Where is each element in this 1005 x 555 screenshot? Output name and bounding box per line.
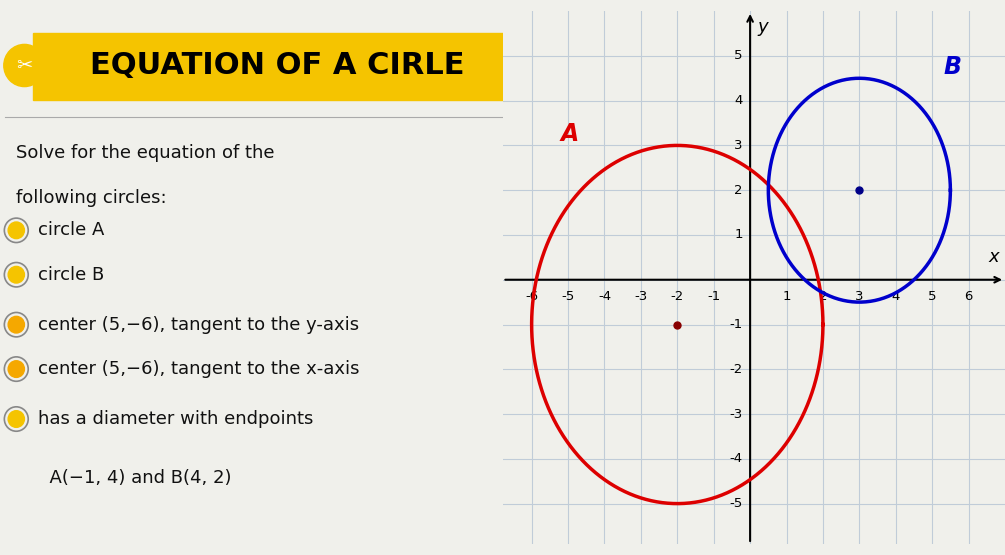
Circle shape <box>8 411 24 427</box>
Text: -1: -1 <box>730 318 743 331</box>
Text: circle A: circle A <box>38 221 105 239</box>
Text: -5: -5 <box>730 497 743 510</box>
Circle shape <box>8 222 24 239</box>
Text: y: y <box>758 18 768 36</box>
Text: -1: -1 <box>708 290 721 302</box>
FancyBboxPatch shape <box>32 33 521 100</box>
Text: -2: -2 <box>730 363 743 376</box>
Text: -6: -6 <box>525 290 539 302</box>
Text: 5: 5 <box>928 290 937 302</box>
Text: ✂: ✂ <box>16 56 32 75</box>
Text: A(−1, 4) and B(4, 2): A(−1, 4) and B(4, 2) <box>38 469 231 487</box>
Text: -3: -3 <box>634 290 647 302</box>
Text: 5: 5 <box>735 49 743 62</box>
Text: 2: 2 <box>819 290 827 302</box>
Text: 2: 2 <box>735 184 743 196</box>
Circle shape <box>8 266 24 283</box>
Text: 4: 4 <box>891 290 899 302</box>
Text: 3: 3 <box>855 290 863 302</box>
Text: -4: -4 <box>598 290 611 302</box>
Text: A: A <box>561 122 579 146</box>
Text: 1: 1 <box>735 229 743 241</box>
Text: following circles:: following circles: <box>16 189 167 206</box>
Text: center (5,−6), tangent to the x-axis: center (5,−6), tangent to the x-axis <box>38 360 360 378</box>
Text: 6: 6 <box>965 290 973 302</box>
Circle shape <box>4 44 45 87</box>
Text: center (5,−6), tangent to the y-axis: center (5,−6), tangent to the y-axis <box>38 316 359 334</box>
Text: circle B: circle B <box>38 266 105 284</box>
Text: -3: -3 <box>730 407 743 421</box>
Circle shape <box>8 316 24 333</box>
Circle shape <box>8 361 24 377</box>
Text: 1: 1 <box>782 290 791 302</box>
Text: -4: -4 <box>730 452 743 465</box>
Text: Solve for the equation of the: Solve for the equation of the <box>16 144 274 162</box>
Text: x: x <box>989 248 1000 266</box>
Text: -2: -2 <box>670 290 684 302</box>
Text: EQUATION OF A CIRLE: EQUATION OF A CIRLE <box>89 51 464 80</box>
Text: -5: -5 <box>562 290 575 302</box>
Text: B: B <box>943 55 961 79</box>
Text: has a diameter with endpoints: has a diameter with endpoints <box>38 410 314 428</box>
Text: 3: 3 <box>735 139 743 152</box>
Text: 4: 4 <box>735 94 743 107</box>
